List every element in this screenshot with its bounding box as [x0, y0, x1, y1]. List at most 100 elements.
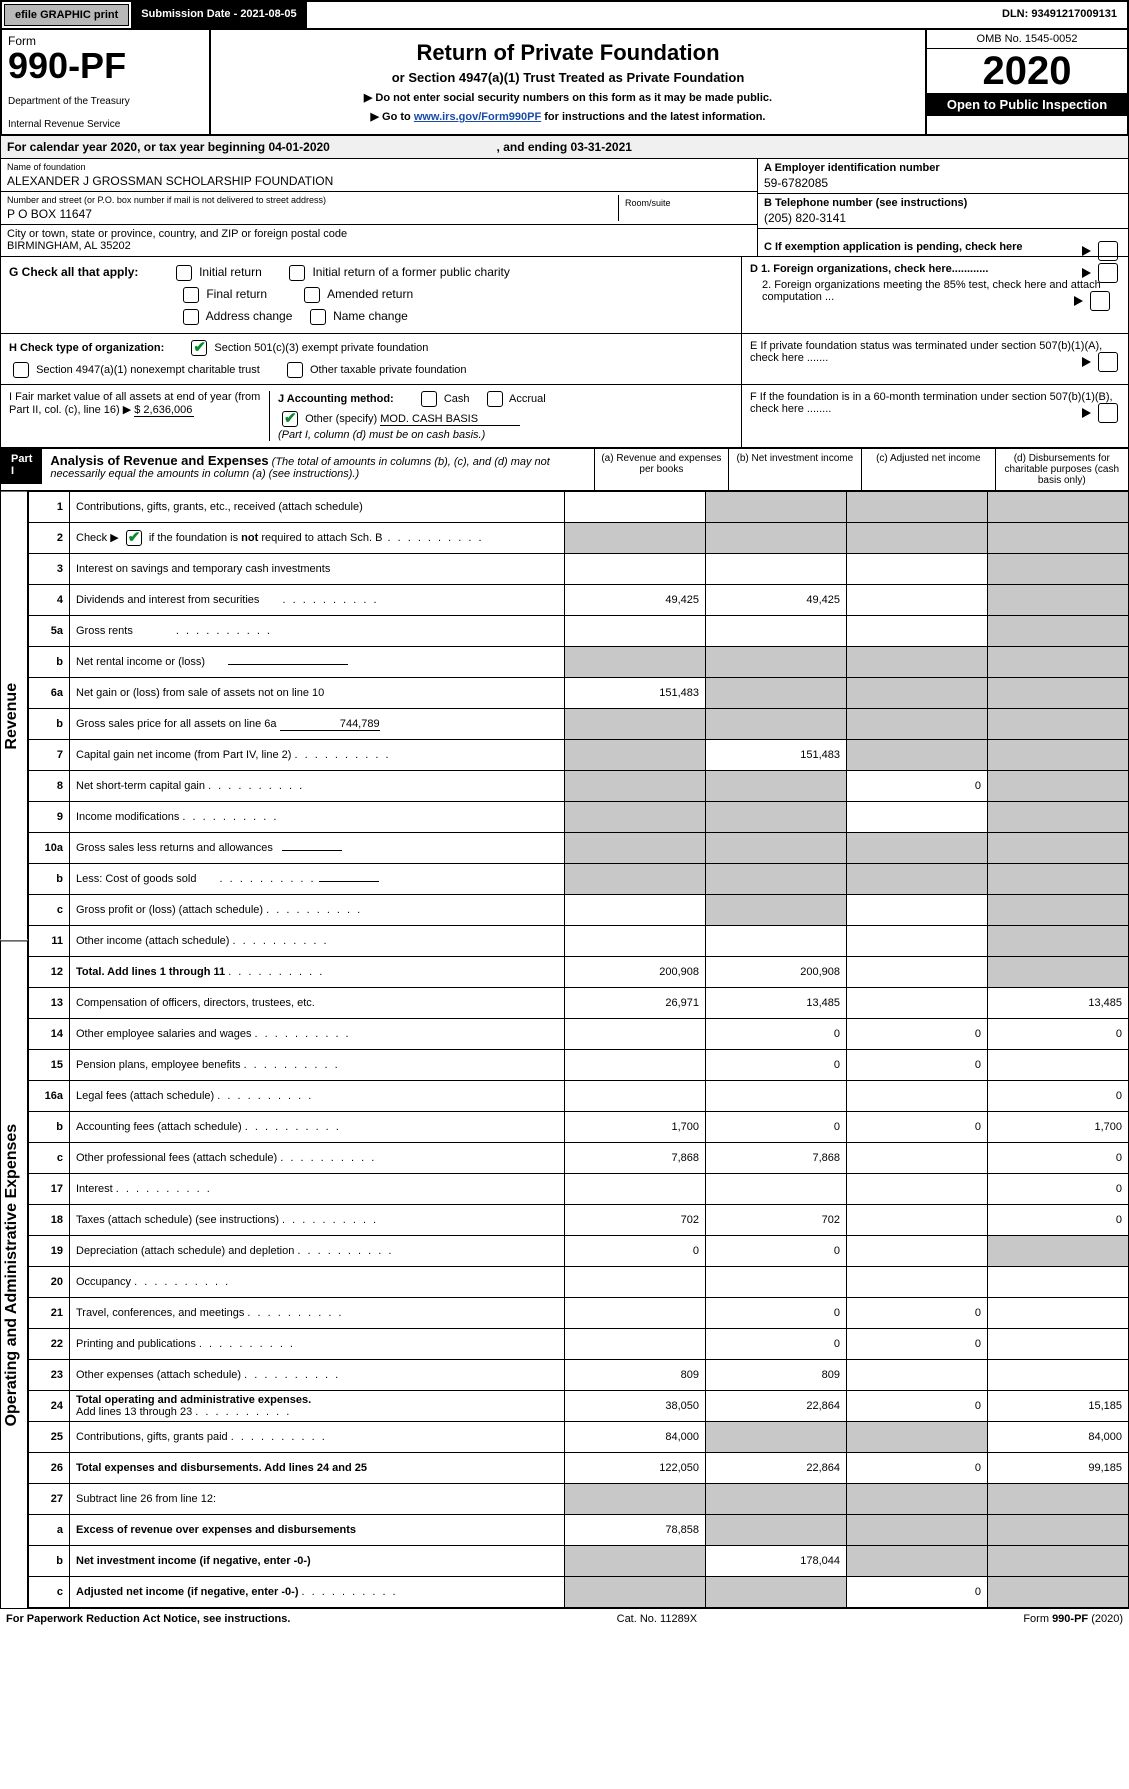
final-return-checkbox[interactable] — [183, 287, 199, 303]
j-accrual: Accrual — [509, 393, 546, 405]
line-desc: Contributions, gifts, grants, etc., rece… — [70, 492, 565, 523]
col-d-header: (d) Disbursements for charitable purpose… — [995, 449, 1128, 490]
part1-title: Analysis of Revenue and Expenses — [50, 453, 268, 468]
4947-checkbox[interactable] — [13, 362, 29, 378]
table-row: cAdjusted net income (if negative, enter… — [29, 1577, 1129, 1608]
i-value: $ 2,636,006 — [134, 404, 194, 417]
form-header: Form 990-PF Department of the Treasury I… — [0, 30, 1129, 136]
table-row: 3Interest on savings and temporary cash … — [29, 554, 1129, 585]
h-checks: H Check type of organization: Section 50… — [1, 334, 741, 384]
amended-return-checkbox[interactable] — [304, 287, 320, 303]
e-label: E If private foundation status was termi… — [750, 340, 1102, 364]
cal-mid: , and ending — [497, 140, 571, 154]
check-section-he: H Check type of organization: Section 50… — [0, 334, 1129, 385]
dept-treasury: Department of the Treasury — [8, 96, 203, 107]
f-checkbox[interactable] — [1098, 403, 1118, 423]
header-center: Return of Private Foundation or Section … — [211, 30, 925, 134]
schb-checkbox[interactable] — [126, 530, 142, 546]
col-b-header: (b) Net investment income — [728, 449, 861, 490]
other-taxable-checkbox[interactable] — [287, 362, 303, 378]
address: P O BOX 11647 — [7, 205, 618, 221]
footer-mid: Cat. No. 11289X — [617, 1613, 698, 1625]
other-method-checkbox[interactable] — [282, 411, 298, 427]
col-a-header: (a) Revenue and expenses per books — [594, 449, 727, 490]
d-checks: D 1. Foreign organizations, check here..… — [741, 257, 1128, 333]
initial-return-checkbox[interactable] — [176, 265, 192, 281]
g4: Amended return — [327, 287, 413, 301]
header-right: OMB No. 1545-0052 2020 Open to Public In… — [925, 30, 1127, 134]
g6: Name change — [333, 309, 408, 323]
tax-year: 2020 — [927, 49, 1127, 93]
table-row: 12Total. Add lines 1 through 11 200,9082… — [29, 957, 1129, 988]
j-label: J Accounting method: — [278, 393, 394, 405]
table-row: 6aNet gain or (loss) from sale of assets… — [29, 678, 1129, 709]
accrual-checkbox[interactable] — [487, 391, 503, 407]
address-change-checkbox[interactable] — [183, 309, 199, 325]
address-row: Number and street (or P.O. box number if… — [1, 192, 757, 225]
f-label: F If the foundation is in a 60-month ter… — [750, 391, 1113, 415]
table-row: bNet rental income or (loss) — [29, 647, 1129, 678]
table-row: 16aLegal fees (attach schedule) 0 — [29, 1081, 1129, 1112]
foundation-name: ALEXANDER J GROSSMAN SCHOLARSHIP FOUNDAT… — [7, 172, 751, 188]
name-change-checkbox[interactable] — [310, 309, 326, 325]
page-footer: For Paperwork Reduction Act Notice, see … — [0, 1608, 1129, 1629]
city-label: City or town, state or province, country… — [7, 228, 751, 240]
city-cell: City or town, state or province, country… — [1, 225, 757, 255]
g-label: G Check all that apply: — [9, 265, 138, 279]
cal-end: 03-31-2021 — [571, 140, 632, 154]
table-row: cGross profit or (loss) (attach schedule… — [29, 895, 1129, 926]
line-num: 1 — [29, 492, 70, 523]
efile-print-button[interactable]: efile GRAPHIC print — [4, 4, 129, 26]
j-cash: Cash — [444, 393, 470, 405]
form-subtitle: or Section 4947(a)(1) Trust Treated as P… — [217, 70, 919, 85]
omb-number: OMB No. 1545-0052 — [927, 30, 1127, 49]
initial-former-checkbox[interactable] — [289, 265, 305, 281]
table-row: bLess: Cost of goods sold — [29, 864, 1129, 895]
table-row: 19Depreciation (attach schedule) and dep… — [29, 1236, 1129, 1267]
h3: Other taxable private foundation — [310, 364, 467, 376]
table-row: 10aGross sales less returns and allowanc… — [29, 833, 1129, 864]
j-other-value: MOD. CASH BASIS — [380, 413, 520, 426]
ij-section: I Fair market value of all assets at end… — [1, 385, 741, 447]
part1-table: 1Contributions, gifts, grants, etc., rec… — [28, 491, 1129, 1608]
open-public-inspection: Open to Public Inspection — [927, 93, 1127, 116]
g-checks: G Check all that apply: Initial return I… — [1, 257, 741, 333]
arrow-icon — [1082, 408, 1091, 418]
table-row: bNet investment income (if negative, ent… — [29, 1546, 1129, 1577]
foundation-name-cell: Name of foundation ALEXANDER J GROSSMAN … — [1, 159, 757, 192]
table-row: 21Travel, conferences, and meetings 00 — [29, 1298, 1129, 1329]
arrow-icon — [1082, 357, 1091, 367]
table-row: 24Total operating and administrative exp… — [29, 1391, 1129, 1422]
check-section-ijf: I Fair market value of all assets at end… — [0, 385, 1129, 449]
g5: Address change — [206, 309, 293, 323]
j-note: (Part I, column (d) must be on cash basi… — [278, 429, 733, 441]
part1-body: Revenue Operating and Administrative Exp… — [0, 491, 1129, 1608]
table-row: 1Contributions, gifts, grants, etc., rec… — [29, 492, 1129, 523]
table-row: 15Pension plans, employee benefits 00 — [29, 1050, 1129, 1081]
irs-link[interactable]: www.irs.gov/Form990PF — [414, 111, 541, 123]
e-checkbox[interactable] — [1098, 352, 1118, 372]
g1: Initial return — [199, 265, 262, 279]
table-row: 27Subtract line 26 from line 12: — [29, 1484, 1129, 1515]
f-check: F If the foundation is in a 60-month ter… — [741, 385, 1128, 447]
501c3-checkbox[interactable] — [191, 340, 207, 356]
table-row: 11Other income (attach schedule) — [29, 926, 1129, 957]
col-c-header: (c) Adjusted net income — [861, 449, 994, 490]
table-row: 4Dividends and interest from securities … — [29, 585, 1129, 616]
arrow-icon — [1082, 268, 1091, 278]
g2: Initial return of a former public charit… — [312, 265, 509, 279]
top-toolbar: efile GRAPHIC print Submission Date - 20… — [0, 0, 1129, 30]
cash-checkbox[interactable] — [421, 391, 437, 407]
cal-pre: For calendar year 2020, or tax year begi… — [7, 140, 268, 154]
entity-block: Name of foundation ALEXANDER J GROSSMAN … — [0, 159, 1129, 257]
d2-label: 2. Foreign organizations meeting the 85%… — [762, 279, 1101, 303]
d2-checkbox[interactable] — [1090, 291, 1110, 311]
table-row: 25Contributions, gifts, grants paid 84,0… — [29, 1422, 1129, 1453]
table-row: 13Compensation of officers, directors, t… — [29, 988, 1129, 1019]
table-row: 9Income modifications — [29, 802, 1129, 833]
d1-label: D 1. Foreign organizations, check here..… — [750, 263, 988, 275]
phone-cell: B Telephone number (see instructions) (2… — [758, 194, 1128, 229]
table-row: 20Occupancy — [29, 1267, 1129, 1298]
expenses-vertical-label: Operating and Administrative Expenses — [0, 940, 28, 1608]
table-row: 17Interest 0 — [29, 1174, 1129, 1205]
